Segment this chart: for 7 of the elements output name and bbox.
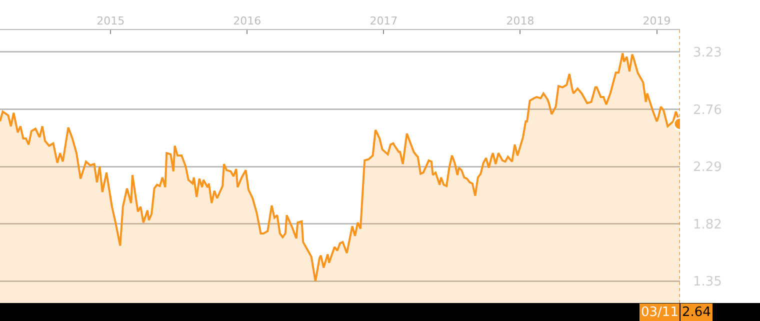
x-tick-label: 2018 (506, 14, 534, 28)
x-tick-label: 2017 (370, 14, 398, 28)
x-tick-label: 2019 (642, 14, 671, 28)
x-tick-label: 2016 (233, 14, 262, 28)
text: 2.64 (682, 305, 711, 320)
text: 03/11 (641, 305, 678, 320)
x-tick-label: 2015 (96, 14, 125, 28)
